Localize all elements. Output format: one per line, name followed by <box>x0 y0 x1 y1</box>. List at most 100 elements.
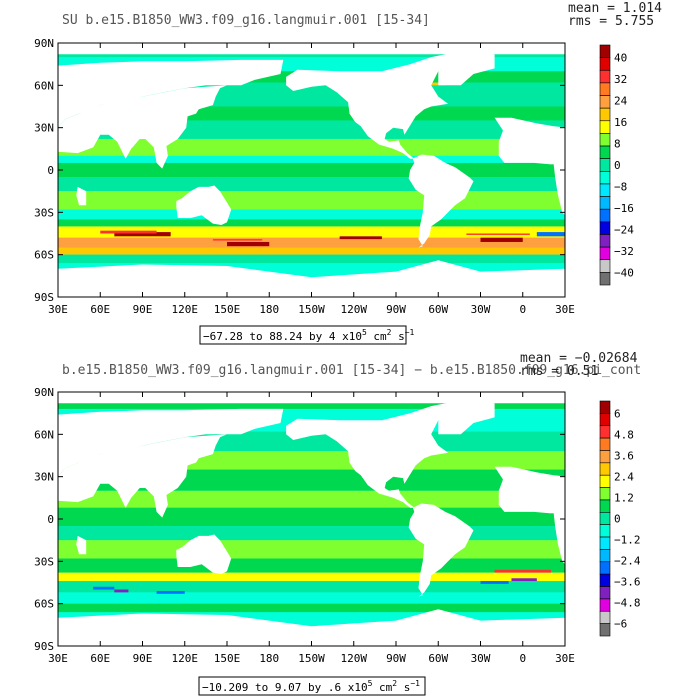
land-namerica <box>286 406 449 508</box>
field-streak <box>536 232 565 237</box>
x-tick-label: 180 <box>259 303 279 316</box>
colorbar-swatch <box>599 400 611 414</box>
land-australia <box>176 185 232 225</box>
field-streak <box>494 569 551 573</box>
x-tick-label: 120E <box>172 303 199 316</box>
field-band <box>58 226 565 238</box>
y-tick-label: 60N <box>34 428 54 441</box>
colorbar-swatch <box>599 69 611 84</box>
land-antarctica <box>58 260 565 297</box>
colorbar-label: −6 <box>614 618 627 631</box>
x-tick-label: 150W <box>298 303 325 316</box>
x-tick-label: 30W <box>471 652 491 665</box>
colorbar-swatch <box>599 107 611 122</box>
field-band <box>58 177 565 192</box>
field-streak <box>156 590 185 594</box>
colorbar-swatch <box>599 57 611 71</box>
field-band <box>58 209 565 220</box>
y-tick-label: 30S <box>34 206 54 219</box>
y-tick-label: 60N <box>34 79 54 92</box>
x-tick-label: 90W <box>386 303 406 316</box>
y-tick-label: 90S <box>34 640 54 653</box>
field-streak <box>480 237 523 242</box>
colorbar-label: 6 <box>614 407 621 420</box>
field-band <box>58 162 565 178</box>
colorbar-swatch <box>599 512 611 525</box>
x-tick-label: 30E <box>555 303 575 316</box>
colorbar-label: 2.4 <box>614 470 634 483</box>
colorbar-label: −40 <box>614 266 634 279</box>
y-tick-label: 60S <box>34 249 54 262</box>
colorbar-swatch <box>599 573 611 587</box>
y-tick-label: 60S <box>34 598 54 611</box>
field-band <box>58 581 565 593</box>
bottom-map-rms: rms = 0.51 <box>520 364 598 379</box>
colorbar-swatch <box>599 120 611 134</box>
colorbar-label: 32 <box>614 73 627 86</box>
colorbar-label: 3.6 <box>614 449 634 462</box>
colorbar-swatch <box>599 586 611 600</box>
top-map-title: SU b.e15.B1850_WW3.f09_g16.langmuir.001 … <box>62 13 430 28</box>
field-streak <box>114 589 129 593</box>
x-tick-label: 90E <box>133 303 153 316</box>
top-map-rms: rms = 5.755 <box>568 14 654 29</box>
colorbar-swatch <box>599 474 611 488</box>
colorbar-swatch <box>599 246 611 261</box>
colorbar-swatch <box>599 561 611 575</box>
land-antarctica <box>58 609 565 646</box>
field-band <box>58 507 565 527</box>
colorbar-swatch <box>599 234 611 248</box>
colorbar-swatch <box>599 450 611 464</box>
land-samerica <box>408 503 474 597</box>
y-tick-label: 0 <box>47 164 54 177</box>
x-tick-label: 30E <box>555 652 575 665</box>
top-map-field <box>58 43 565 297</box>
y-tick-label: 30S <box>34 555 54 568</box>
top-map-panel: SU b.e15.B1850_WW3.f09_g16.langmuir.001 … <box>34 1 662 345</box>
x-tick-label: 60W <box>428 652 448 665</box>
bottom-map-y-axis: 90N 60N 30N 0 30S 60S 90S <box>34 386 565 653</box>
field-band <box>58 540 565 559</box>
field-streak <box>114 232 171 237</box>
x-tick-label: 120W <box>341 652 368 665</box>
field-band <box>58 237 565 248</box>
land-australia <box>176 534 232 574</box>
colorbar-swatch <box>599 145 611 159</box>
colorbar-swatch <box>599 259 611 273</box>
x-tick-label: 0 <box>519 652 526 665</box>
y-tick-label: 90N <box>34 386 54 399</box>
field-streak <box>227 241 270 247</box>
y-tick-label: 30N <box>34 471 54 484</box>
colorbar-swatch <box>599 623 611 637</box>
colorbar-label: 0 <box>614 513 621 526</box>
y-tick-label: 90S <box>34 291 54 304</box>
bottom-map-panel: b.e15.B1850_WW3.f09_g16.langmuir.001 [15… <box>34 351 641 696</box>
x-tick-label: 30W <box>471 303 491 316</box>
field-streak <box>511 578 537 582</box>
x-tick-label: 30E <box>48 303 68 316</box>
land-namerica <box>286 57 449 159</box>
colorbar-swatch <box>599 196 611 210</box>
colorbar-swatch <box>599 95 611 109</box>
colorbar-swatch <box>599 549 611 563</box>
x-tick-label: 150E <box>214 303 241 316</box>
land-madagascar <box>76 535 87 555</box>
colorbar-swatch <box>599 183 611 197</box>
svg-text:−10.209 to 9.07 by .6 x105 cm2: −10.209 to 9.07 by .6 x105 cm2 s−1 <box>202 679 420 694</box>
colorbar-label: −16 <box>614 202 634 215</box>
bottom-map-colorbar: 6 4.8 3.6 2.4 1.2 0 −1.2 −2.4 −3.6 −4.8 −6 <box>599 400 641 637</box>
land-africa-core <box>498 127 565 165</box>
land-greenland <box>431 51 495 86</box>
field-streak <box>480 581 509 584</box>
colorbar-label: −32 <box>614 245 634 258</box>
colorbar-swatch <box>599 425 611 439</box>
field-streak <box>466 233 530 235</box>
field-streak <box>212 239 263 241</box>
colorbar-label: −24 <box>614 223 634 236</box>
land-africaS <box>553 504 565 565</box>
field-band <box>58 558 565 573</box>
x-tick-label: 30E <box>48 652 68 665</box>
colorbar-label: 16 <box>614 116 627 129</box>
colorbar-label: 24 <box>614 95 628 108</box>
